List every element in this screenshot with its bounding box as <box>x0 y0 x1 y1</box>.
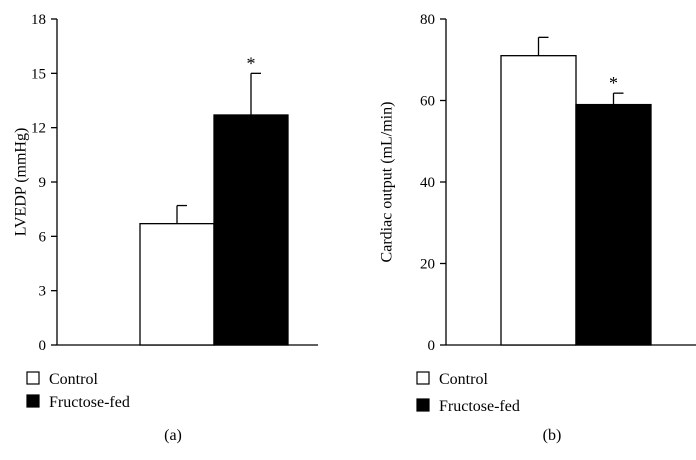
bar-fructose-fed <box>575 103 652 346</box>
panel-label: (a) <box>164 427 182 444</box>
panel-label: (b) <box>543 427 562 444</box>
significance-marker: * <box>247 53 256 73</box>
legend-label: Fructose-fed <box>439 398 520 415</box>
legend-swatch <box>416 398 430 412</box>
y-tick-label: 40 <box>420 175 435 191</box>
y-axis-label: Cardiac output (mL/min) <box>379 102 396 263</box>
legend-swatch <box>26 371 40 385</box>
legend-label: Control <box>439 371 488 388</box>
y-tick-label: 15 <box>31 66 46 82</box>
y-tick-label: 0 <box>428 338 436 354</box>
y-tick-label: 18 <box>31 12 46 28</box>
y-tick-label: 0 <box>39 338 47 354</box>
y-tick-label: 6 <box>39 229 47 245</box>
y-tick-label: 9 <box>39 175 47 191</box>
y-axis-label: LVEDP (mmHg) <box>13 128 30 237</box>
significance-marker: * <box>609 73 618 93</box>
bar-control <box>139 223 215 346</box>
legend-label: Control <box>49 371 98 388</box>
legend-swatch <box>26 394 40 408</box>
chart-panel-1: 0 3 6 9 12 15 18 LVEDP (mmHg) * Control Fructose-f… <box>13 12 318 444</box>
y-tick-label: 60 <box>420 94 435 110</box>
y-tick-label: 20 <box>420 257 435 273</box>
bar-fructose-fed <box>213 114 289 346</box>
legend-swatch <box>416 371 430 385</box>
bar-control <box>500 55 577 346</box>
chart-panel-2: 0 20 40 60 80 Cardiac output (mL/min) * Control… <box>379 12 696 444</box>
y-tick-label: 12 <box>31 121 46 137</box>
y-tick-label: 3 <box>39 284 47 300</box>
legend-label: Fructose-fed <box>49 394 130 411</box>
y-tick-label: 80 <box>420 12 435 28</box>
